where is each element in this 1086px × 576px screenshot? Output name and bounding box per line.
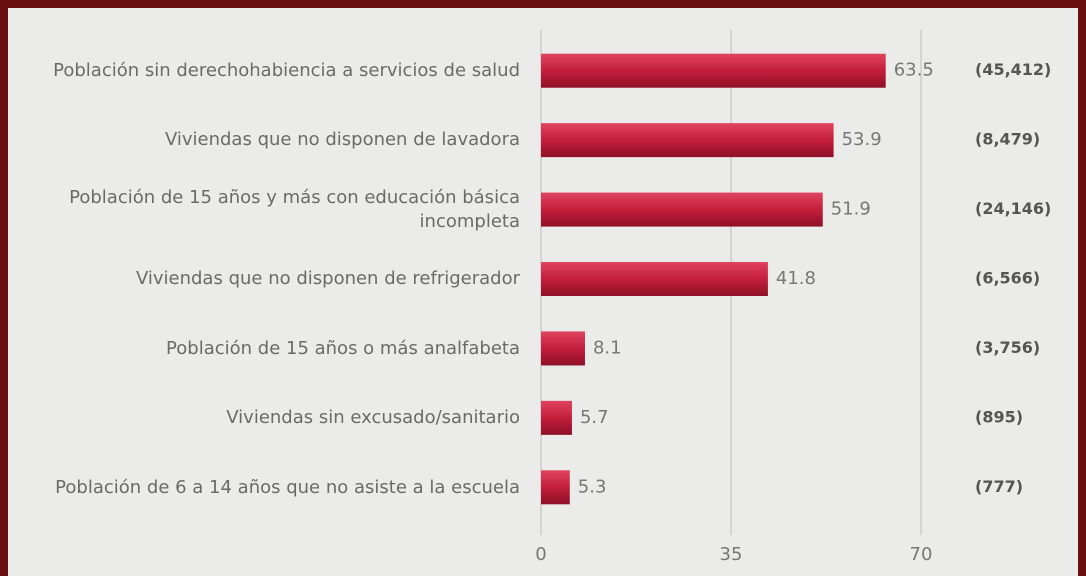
category-label-box: Viviendas sin excusado/sanitario: [226, 407, 520, 429]
category-label-box: Población sin derechohabiencia a servici…: [53, 60, 520, 81]
category-label-box: Viviendas que no disponen de refrigerado…: [135, 268, 520, 290]
category-label: Población de 6 a 14 años que no asiste a…: [55, 476, 520, 498]
category-label: Viviendas que no disponen de lavadora: [164, 129, 520, 151]
x-tick-label: 0: [535, 544, 546, 565]
category-label-box: Población de 15 años o más analfabeta: [166, 337, 520, 359]
bar: [541, 53, 886, 88]
bar: [541, 262, 768, 296]
x-tick-label: 70: [910, 544, 933, 565]
count-label: (8,479): [975, 130, 1040, 149]
category-label: Viviendas sin excusado/sanitario: [226, 407, 520, 429]
value-label: 41.8: [776, 268, 816, 289]
bar: [541, 123, 834, 158]
category-label: Población de 15 años y más con educación…: [69, 187, 520, 232]
value-label: 5.3: [578, 476, 607, 497]
category-label: Viviendas que no disponen de refrigerado…: [135, 268, 520, 290]
value-label: 63.5: [894, 60, 934, 81]
count-label: (45,412): [975, 60, 1051, 79]
count-label: (777): [975, 477, 1023, 496]
value-label: 5.7: [580, 407, 609, 428]
bar: [541, 400, 572, 435]
x-tick-label: 35: [720, 544, 743, 565]
category-label-box: Viviendas que no disponen de lavadora: [164, 129, 520, 151]
count-label: (3,756): [975, 338, 1040, 357]
category-label: Población sin derechohabiencia a servici…: [53, 60, 520, 81]
bar: [541, 192, 823, 227]
category-label: Población de 15 años o más analfabeta: [166, 337, 520, 359]
category-label-box: Población de 15 años y más con educación…: [69, 187, 520, 232]
value-label: 53.9: [842, 129, 882, 150]
value-label: 51.9: [831, 199, 871, 220]
category-label-box: Población de 6 a 14 años que no asiste a…: [55, 476, 520, 498]
count-label: (6,566): [975, 269, 1040, 288]
count-label: (895): [975, 407, 1023, 426]
bar: [541, 470, 570, 505]
bar: [541, 331, 585, 366]
count-label: (24,146): [975, 199, 1051, 218]
value-label: 8.1: [593, 337, 622, 358]
